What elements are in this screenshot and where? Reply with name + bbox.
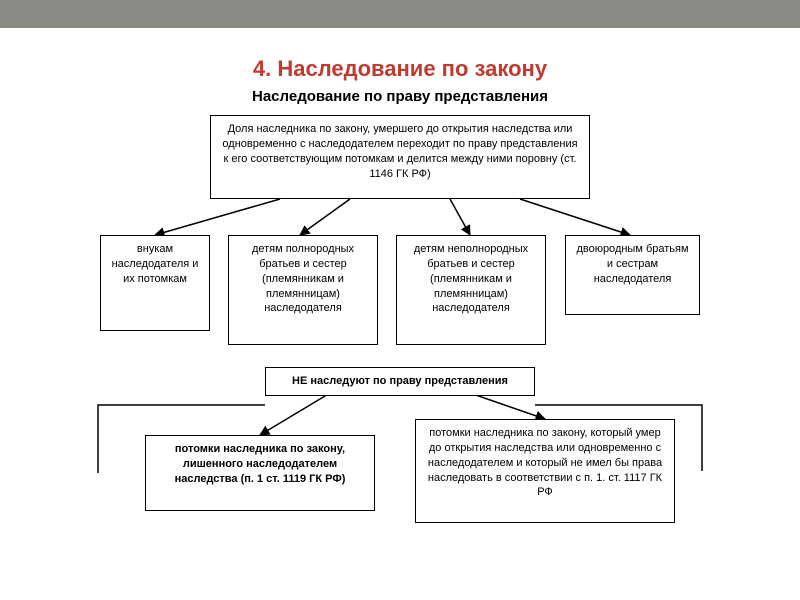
box-full-siblings-children: детям полнородных братьев и сестер (плем… <box>228 235 378 345</box>
page-title: 4. Наследование по закону <box>0 56 800 82</box>
box-grandchildren: внукам наследодателя и их потомкам <box>100 235 210 331</box>
diagram-canvas: Доля наследника по закону, умершего до о… <box>0 105 800 585</box>
box-cousins: двоюродным братьям и сестрам наследодате… <box>565 235 700 315</box>
top-bar <box>0 0 800 28</box>
box-deprived-heir: потомки наследника по закону, лишенного … <box>145 435 375 511</box>
box-top-desc: Доля наследника по закону, умершего до о… <box>210 115 590 199</box>
box-no-right-heir: потомки наследника по закону, который ум… <box>415 419 675 523</box>
box-half-siblings-children: детям неполнородных братьев и сестер (пл… <box>396 235 546 345</box>
page-subtitle: Наследование по праву представления <box>0 88 800 105</box>
box-not-inherit-title: НЕ наследуют по праву представления <box>265 367 535 396</box>
